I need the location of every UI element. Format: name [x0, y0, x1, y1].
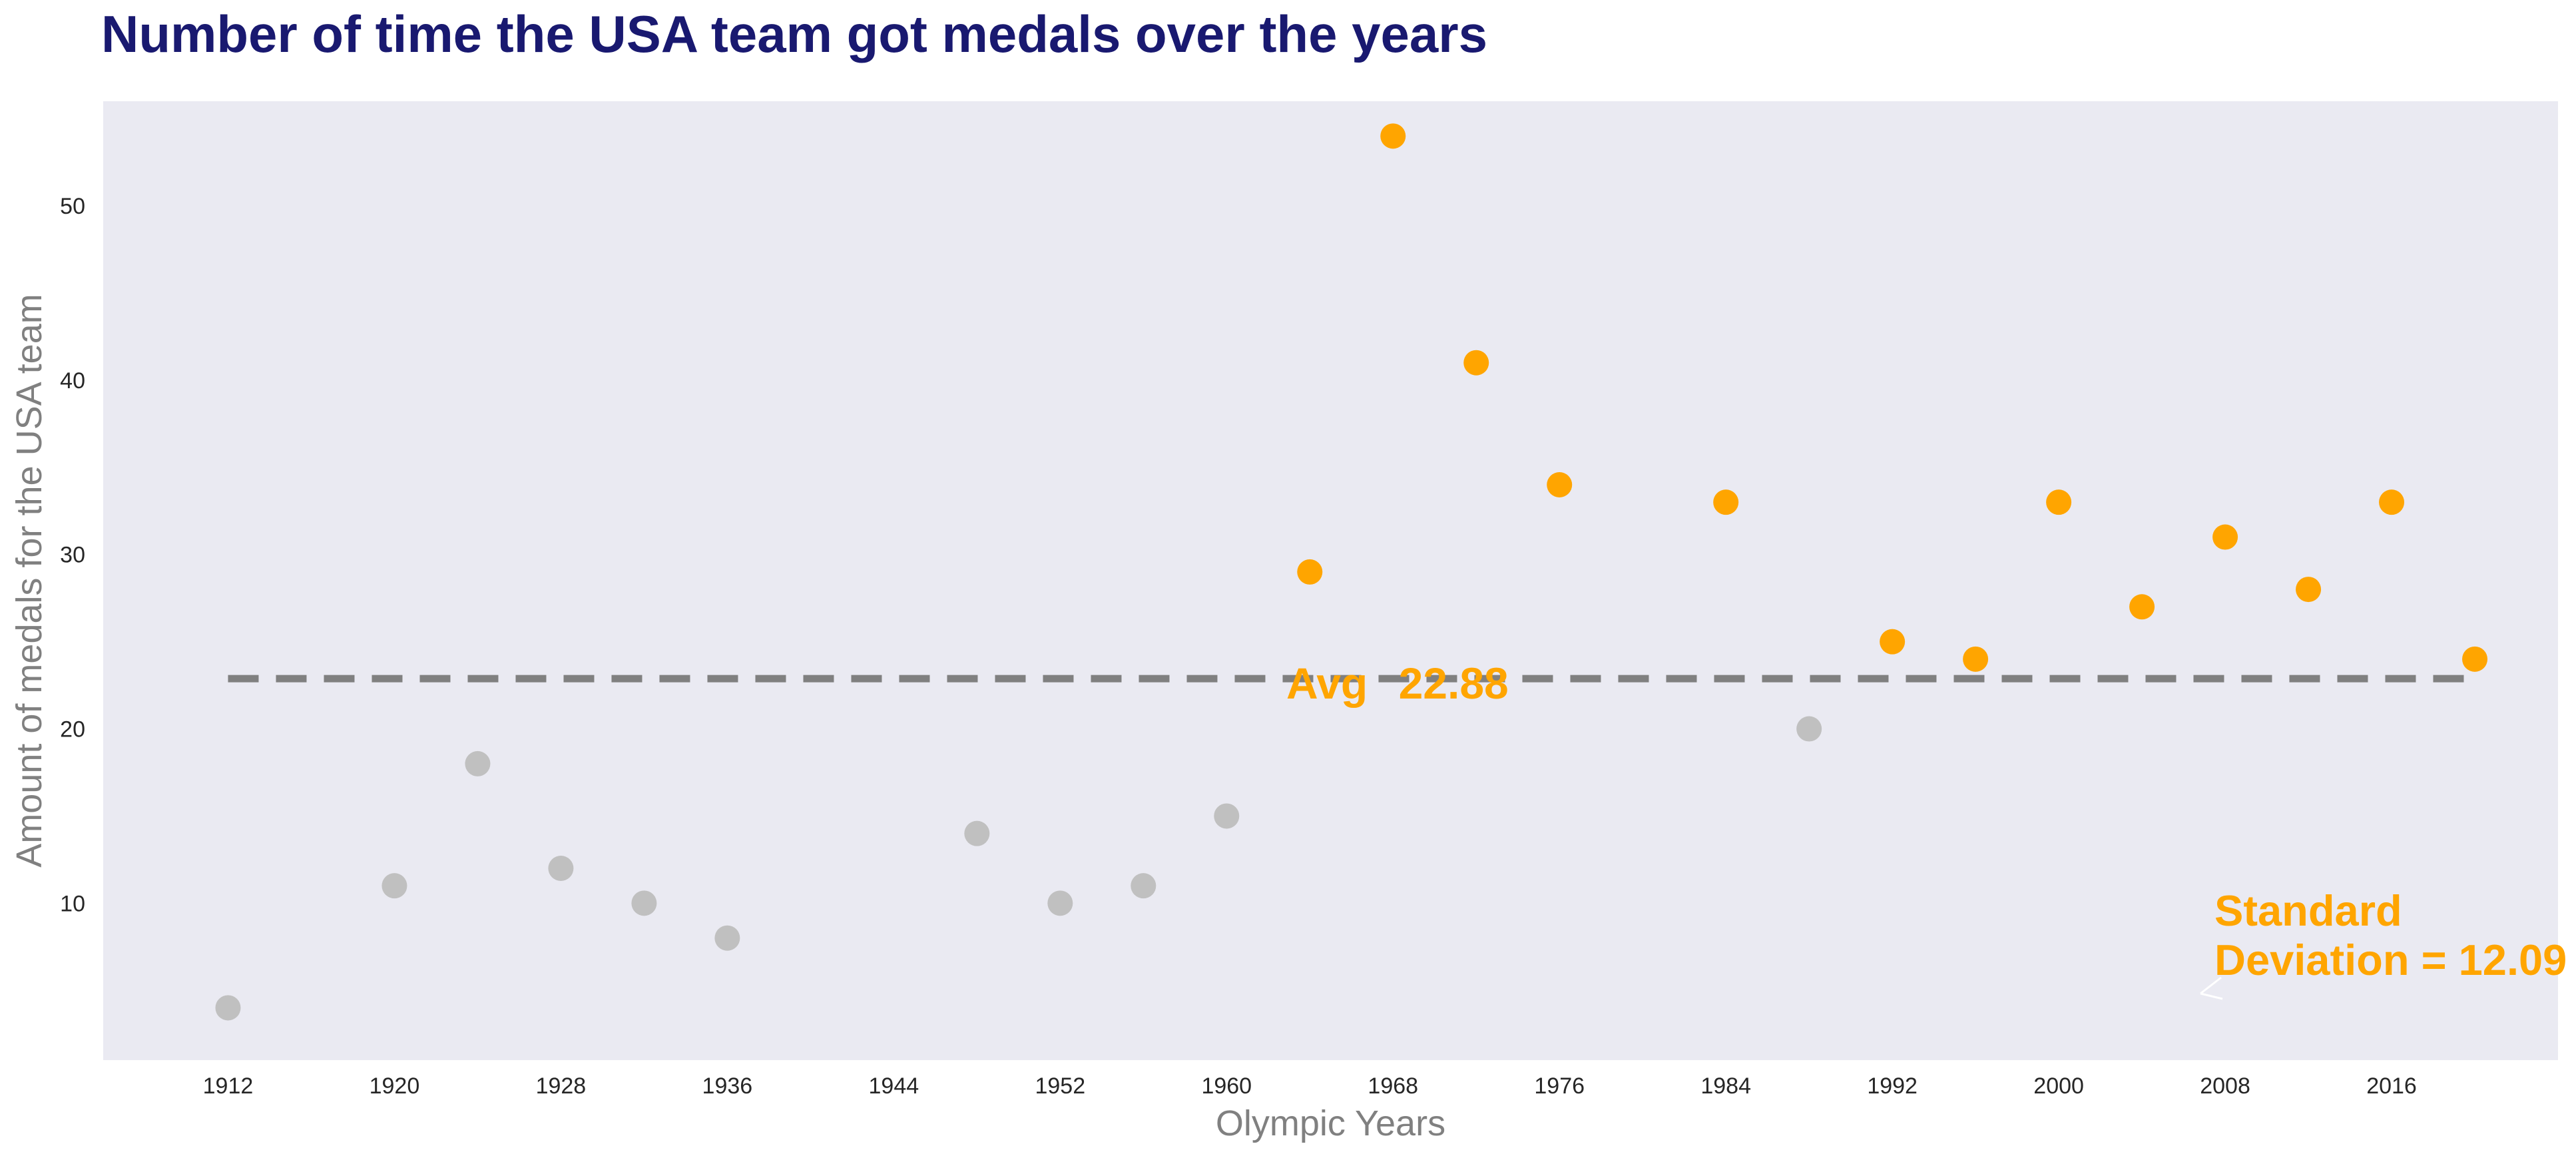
- data-points: [215, 123, 2488, 1021]
- std-annotation-line2: Deviation = 12.09: [2214, 936, 2567, 984]
- data-point: [548, 856, 574, 881]
- data-point: [1214, 803, 1240, 829]
- data-point: [2296, 577, 2322, 603]
- average-label: Avg 22.88: [1286, 659, 1509, 708]
- average-label-word: Avg: [1286, 659, 1368, 708]
- x-tick-label: 1912: [203, 1073, 254, 1099]
- x-tick-label: 1928: [536, 1073, 587, 1099]
- data-point: [215, 995, 241, 1021]
- y-tick-label: 20: [60, 717, 85, 742]
- data-point: [2462, 646, 2488, 672]
- x-tick-label: 2000: [2033, 1073, 2084, 1099]
- y-axis-title: Amount of medals for the USA team: [9, 294, 49, 867]
- x-tick-label: 1968: [1368, 1073, 1418, 1099]
- x-tick-label: 1944: [869, 1073, 919, 1099]
- data-point: [1380, 123, 1406, 149]
- std-annotation-arrow: [2200, 992, 2223, 1000]
- plot-background: [103, 101, 2558, 1060]
- data-point: [1297, 559, 1323, 585]
- std-annotation-arrow: [2200, 976, 2222, 995]
- data-point: [964, 820, 990, 846]
- x-axis-title: Olympic Years: [1216, 1103, 1445, 1143]
- x-tick-label: 1920: [370, 1073, 420, 1099]
- data-point: [2129, 594, 2155, 620]
- y-tick-label: 10: [60, 891, 85, 916]
- y-tick-label: 30: [60, 543, 85, 568]
- x-tick-label: 1952: [1035, 1073, 1085, 1099]
- data-point: [1963, 646, 1989, 672]
- data-point: [1713, 489, 1739, 515]
- x-tick-label: 2016: [2366, 1073, 2417, 1099]
- data-point: [465, 750, 491, 776]
- x-tick-labels: 1912 1920 1928 1936 1944 1952 1960 1968 1976 1984…: [203, 1073, 2417, 1099]
- data-point: [1880, 629, 1906, 655]
- average-label-value: 22.88: [1399, 659, 1509, 708]
- data-point: [714, 925, 740, 951]
- x-tick-label: 1976: [1534, 1073, 1585, 1099]
- x-tick-label: 1984: [1700, 1073, 1751, 1099]
- std-annotation-line1: Standard: [2214, 886, 2402, 935]
- std-annotation: Standard Deviation = 12.09: [2214, 886, 2567, 984]
- data-point: [631, 890, 657, 916]
- data-point: [1463, 350, 1489, 376]
- x-tick-label: 2008: [2200, 1073, 2250, 1099]
- chart-title: Number of time the USA team got medals o…: [101, 5, 1487, 63]
- data-point: [1131, 873, 1157, 899]
- y-tick-label: 40: [60, 368, 85, 394]
- data-point: [2379, 489, 2405, 515]
- data-point: [1796, 716, 1822, 742]
- y-tick-label: 50: [60, 194, 85, 219]
- x-tick-label: 1960: [1201, 1073, 1252, 1099]
- data-point: [1547, 472, 1573, 497]
- data-point: [1047, 890, 1073, 916]
- x-tick-label: 1992: [1867, 1073, 1918, 1099]
- y-tick-labels: 10 20 30 40 50: [60, 194, 85, 916]
- data-point: [2212, 524, 2238, 550]
- x-tick-label: 1936: [702, 1073, 753, 1099]
- data-point: [382, 873, 407, 899]
- data-point: [2046, 489, 2072, 515]
